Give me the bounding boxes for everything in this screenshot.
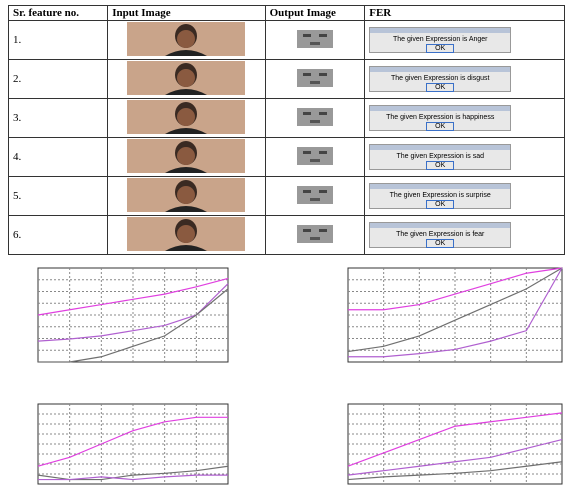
input-cell xyxy=(108,216,265,255)
output-face xyxy=(297,186,333,204)
face xyxy=(127,139,245,173)
dialog-message: The given Expression is sad xyxy=(370,153,510,160)
face xyxy=(127,61,245,95)
input-cell xyxy=(108,177,265,216)
chart xyxy=(20,398,232,498)
row-number: 3. xyxy=(9,99,108,138)
output-cell xyxy=(265,216,365,255)
output-cell xyxy=(265,21,365,60)
output-cell xyxy=(265,177,365,216)
ok-button[interactable]: OK xyxy=(426,161,454,170)
output-cell xyxy=(265,60,365,99)
column-header: Input Image xyxy=(108,6,265,21)
chart xyxy=(20,262,232,376)
output-face xyxy=(297,69,333,87)
row-number: 5. xyxy=(9,177,108,216)
ok-button[interactable]: OK xyxy=(426,239,454,248)
page: Sr. feature no.Input ImageOutput ImageFE… xyxy=(0,0,573,503)
ok-button[interactable]: OK xyxy=(426,122,454,131)
ok-button[interactable]: OK xyxy=(426,44,454,53)
dialog-message: The given Expression is Anger xyxy=(370,36,510,43)
face xyxy=(127,178,245,212)
dialog-message: The given Expression is fear xyxy=(370,231,510,238)
chart xyxy=(330,262,566,376)
input-cell xyxy=(108,21,265,60)
chart xyxy=(330,398,566,498)
dialog-message: The given Expression is surprise xyxy=(370,192,510,199)
output-face xyxy=(297,147,333,165)
face xyxy=(127,100,245,134)
face xyxy=(127,217,245,251)
row-number: 4. xyxy=(9,138,108,177)
output-cell xyxy=(265,138,365,177)
input-cell xyxy=(108,99,265,138)
ok-button[interactable]: OK xyxy=(426,200,454,209)
row-number: 6. xyxy=(9,216,108,255)
dialog-message: The given Expression is disgust xyxy=(370,75,510,82)
row-number: 1. xyxy=(9,21,108,60)
column-header: Sr. feature no. xyxy=(9,6,108,21)
column-header: Output Image xyxy=(265,6,365,21)
column-header: FER xyxy=(365,6,565,21)
input-cell xyxy=(108,60,265,99)
output-face xyxy=(297,30,333,48)
ok-button[interactable]: OK xyxy=(426,83,454,92)
output-cell xyxy=(265,99,365,138)
output-face xyxy=(297,225,333,243)
row-number: 2. xyxy=(9,60,108,99)
output-face xyxy=(297,108,333,126)
input-cell xyxy=(108,138,265,177)
face xyxy=(127,22,245,56)
dialog-message: The given Expression is happiness xyxy=(370,114,510,121)
